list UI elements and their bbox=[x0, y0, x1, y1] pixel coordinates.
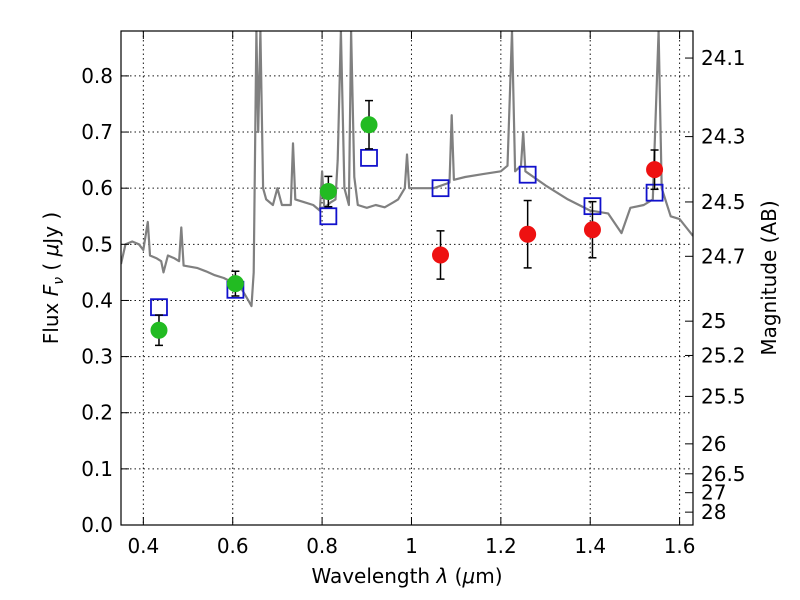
x-tick-label: 1.6 bbox=[664, 534, 696, 558]
photometry-point bbox=[583, 221, 601, 239]
y-tick-label: 0.4 bbox=[81, 288, 113, 312]
y-tick-label: 0.5 bbox=[81, 232, 113, 256]
y-tick-label: 0.6 bbox=[81, 176, 113, 200]
y2-tick-label: 25 bbox=[701, 309, 726, 333]
x-tick-label: 0.8 bbox=[306, 534, 338, 558]
x-tick-label: 1 bbox=[405, 534, 418, 558]
model-spectrum-line bbox=[121, 31, 693, 308]
photometry-point bbox=[360, 116, 378, 134]
y2-tick-label: 24.7 bbox=[701, 244, 746, 268]
y-tick-label: 0.8 bbox=[81, 64, 113, 88]
y-axis-label: Flux Fν ( μJy ) bbox=[39, 212, 67, 344]
y-tick-label: 0.1 bbox=[81, 457, 113, 481]
y2-tick-label: 28 bbox=[701, 500, 726, 524]
x-tick-label: 0.6 bbox=[217, 534, 249, 558]
y2-tick-label: 26.5 bbox=[701, 462, 746, 486]
y-tick-label: 0.3 bbox=[81, 345, 113, 369]
y-tick-label: 0.2 bbox=[81, 401, 113, 425]
x-tick-label: 1.2 bbox=[485, 534, 517, 558]
y2-tick-label: 25.2 bbox=[701, 343, 746, 367]
model-flux-square bbox=[150, 298, 168, 317]
y2-tick-label: 26 bbox=[701, 432, 726, 456]
y2-tick-label: 24.3 bbox=[701, 125, 746, 149]
y2-axis-label: Magnitude (AB) bbox=[757, 200, 781, 355]
photometry-point bbox=[150, 321, 168, 339]
model-flux-square bbox=[319, 207, 338, 226]
y2-tick-label: 24.5 bbox=[701, 190, 746, 214]
x-tick-label: 0.4 bbox=[127, 534, 159, 558]
y2-tick-label: 24.1 bbox=[701, 46, 746, 70]
model-flux-square bbox=[431, 179, 450, 198]
grid bbox=[121, 31, 693, 526]
photometry-point bbox=[519, 225, 537, 243]
model-flux-square bbox=[518, 165, 537, 184]
y-tick-label: 0.0 bbox=[81, 513, 113, 537]
photometry-point bbox=[646, 161, 664, 179]
y2-tick-label: 27 bbox=[701, 481, 726, 505]
model-flux-square bbox=[360, 148, 378, 167]
photometry-points bbox=[150, 99, 664, 347]
ticks bbox=[121, 31, 693, 526]
plot-frame bbox=[120, 30, 694, 526]
model-spectrum bbox=[121, 31, 693, 308]
photometry-point bbox=[319, 183, 337, 201]
x-tick-label: 1.4 bbox=[574, 534, 606, 558]
y2-tick-label: 25.5 bbox=[701, 384, 746, 408]
photometry-point bbox=[226, 275, 244, 293]
photometry-point bbox=[432, 246, 450, 264]
tick-labels: 0.4 0.6 0.8 1 1.2 1.4 1.6 0.0 0.1 0.2 0.3 0.4 0.5 0.6… bbox=[81, 46, 745, 558]
y-tick-label: 0.7 bbox=[81, 120, 113, 144]
x-axis-label: Wavelength λ (μm) bbox=[311, 564, 502, 588]
